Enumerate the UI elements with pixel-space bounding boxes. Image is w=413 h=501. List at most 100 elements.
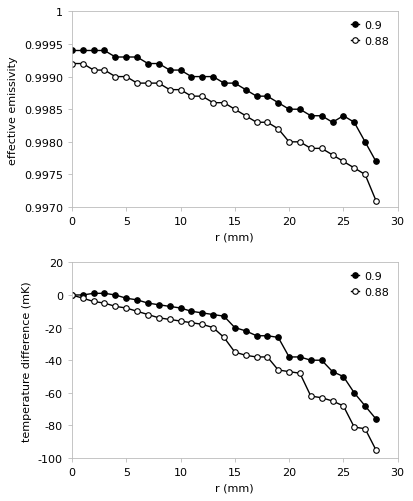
0.9 bbox=[309, 358, 313, 364]
0.9 bbox=[124, 296, 129, 302]
0.88 bbox=[287, 140, 292, 146]
0.9 bbox=[200, 75, 205, 81]
0.88 bbox=[91, 299, 96, 305]
0.88 bbox=[189, 320, 194, 326]
0.9 bbox=[102, 291, 107, 297]
0.88 bbox=[211, 101, 216, 107]
0.88 bbox=[167, 88, 172, 94]
0.9 bbox=[211, 75, 216, 81]
0.9 bbox=[254, 333, 259, 339]
0.88 bbox=[254, 120, 259, 126]
0.88 bbox=[233, 107, 237, 113]
0.9 bbox=[330, 120, 335, 126]
0.88 bbox=[124, 75, 129, 81]
0.88 bbox=[330, 153, 335, 159]
0.88 bbox=[200, 94, 205, 100]
0.88 bbox=[341, 403, 346, 409]
0.88 bbox=[352, 166, 357, 172]
0.9 bbox=[189, 309, 194, 315]
0.88 bbox=[243, 114, 248, 120]
0.88 bbox=[102, 301, 107, 307]
0.9 bbox=[156, 62, 161, 68]
0.88 bbox=[297, 371, 302, 377]
0.9 bbox=[287, 354, 292, 360]
0.88 bbox=[69, 293, 74, 299]
0.9 bbox=[69, 293, 74, 299]
0.9 bbox=[200, 310, 205, 316]
0.9 bbox=[276, 335, 281, 341]
0.88 bbox=[80, 296, 85, 302]
0.9 bbox=[124, 55, 129, 61]
0.88 bbox=[254, 354, 259, 360]
X-axis label: r (mm): r (mm) bbox=[216, 232, 254, 242]
0.88 bbox=[135, 309, 140, 315]
0.9 bbox=[221, 81, 226, 87]
0.88 bbox=[113, 304, 118, 310]
0.9 bbox=[102, 49, 107, 55]
0.88 bbox=[309, 393, 313, 399]
0.9 bbox=[233, 81, 237, 87]
0.88 bbox=[91, 68, 96, 74]
0.88 bbox=[145, 81, 150, 87]
Legend: 0.9, 0.88: 0.9, 0.88 bbox=[347, 18, 392, 50]
0.9 bbox=[156, 302, 161, 308]
0.88 bbox=[124, 306, 129, 312]
0.88 bbox=[319, 395, 324, 401]
0.88 bbox=[287, 369, 292, 375]
Line: 0.88: 0.88 bbox=[69, 293, 379, 453]
0.88 bbox=[113, 75, 118, 81]
0.88 bbox=[178, 88, 183, 94]
0.88 bbox=[363, 426, 368, 432]
0.9 bbox=[297, 107, 302, 113]
0.88 bbox=[265, 354, 270, 360]
0.9 bbox=[254, 94, 259, 100]
0.9 bbox=[319, 358, 324, 364]
0.9 bbox=[135, 297, 140, 303]
0.88 bbox=[309, 146, 313, 152]
0.9 bbox=[276, 101, 281, 107]
0.88 bbox=[102, 68, 107, 74]
Y-axis label: effective emissivity: effective emissivity bbox=[8, 56, 18, 164]
0.88 bbox=[189, 94, 194, 100]
0.9 bbox=[135, 55, 140, 61]
0.9 bbox=[113, 55, 118, 61]
0.88 bbox=[341, 159, 346, 165]
0.88 bbox=[69, 62, 74, 68]
0.9 bbox=[69, 49, 74, 55]
0.88 bbox=[221, 101, 226, 107]
0.9 bbox=[211, 312, 216, 318]
0.9 bbox=[243, 328, 248, 334]
0.9 bbox=[145, 301, 150, 307]
0.88 bbox=[156, 315, 161, 321]
0.88 bbox=[80, 62, 85, 68]
0.9 bbox=[167, 304, 172, 310]
0.9 bbox=[233, 325, 237, 331]
0.9 bbox=[80, 49, 85, 55]
0.9 bbox=[221, 314, 226, 320]
0.88 bbox=[363, 172, 368, 178]
X-axis label: r (mm): r (mm) bbox=[216, 482, 254, 492]
0.9 bbox=[341, 114, 346, 120]
0.88 bbox=[135, 81, 140, 87]
0.88 bbox=[233, 349, 237, 355]
0.9 bbox=[178, 306, 183, 312]
0.9 bbox=[287, 107, 292, 113]
0.9 bbox=[373, 159, 378, 165]
0.9 bbox=[352, 390, 357, 396]
0.88 bbox=[211, 325, 216, 331]
0.9 bbox=[145, 62, 150, 68]
0.9 bbox=[330, 369, 335, 375]
0.88 bbox=[276, 127, 281, 133]
Line: 0.9: 0.9 bbox=[69, 291, 379, 422]
0.9 bbox=[319, 114, 324, 120]
0.9 bbox=[265, 94, 270, 100]
0.88 bbox=[178, 319, 183, 325]
0.88 bbox=[297, 140, 302, 146]
0.88 bbox=[265, 120, 270, 126]
0.9 bbox=[297, 354, 302, 360]
0.9 bbox=[91, 49, 96, 55]
0.9 bbox=[178, 68, 183, 74]
Y-axis label: temperature difference (mK): temperature difference (mK) bbox=[22, 281, 32, 441]
0.88 bbox=[319, 146, 324, 152]
0.88 bbox=[221, 335, 226, 341]
